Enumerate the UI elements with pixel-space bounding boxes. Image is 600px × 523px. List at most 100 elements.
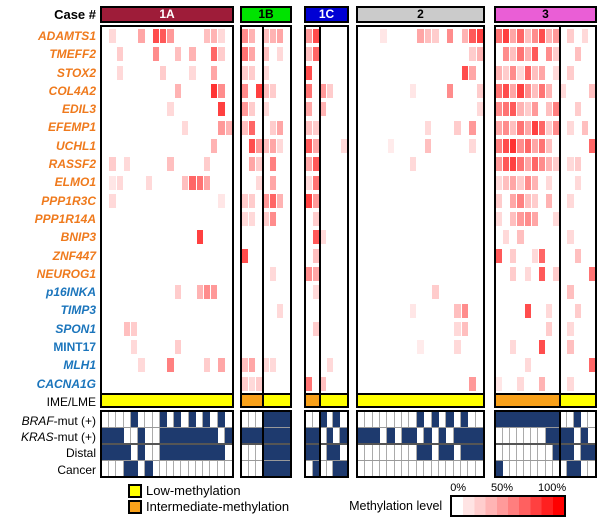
heatmap-cell — [109, 376, 116, 391]
heatmap-cell — [387, 340, 395, 355]
cancer-cell — [195, 460, 204, 476]
heatmap-cell — [469, 321, 476, 336]
heatmap-cell — [249, 175, 255, 190]
heatmap-cell — [242, 212, 248, 227]
heatmap-cell — [123, 175, 131, 190]
heatmap-cell — [225, 321, 232, 336]
heatmap-cell — [446, 65, 454, 80]
heatmap-cell — [567, 212, 574, 227]
heatmap-cell — [365, 230, 372, 245]
heatmap-cell — [395, 47, 402, 62]
heatmap-cell — [189, 376, 196, 391]
heatmap-cell — [284, 65, 290, 80]
heatmap-cell — [211, 138, 218, 153]
heatmap-cell — [145, 267, 152, 281]
heatmap-cell — [446, 175, 454, 190]
kras-cell — [145, 427, 153, 443]
cancer-cell — [475, 460, 483, 476]
heatmap-cell — [327, 29, 333, 44]
distal-cell — [181, 444, 189, 460]
heatmap-cell — [424, 157, 432, 172]
heatmap-cell — [174, 47, 182, 62]
heatmap-cell — [358, 230, 365, 245]
heatmap-cell — [476, 303, 483, 318]
heatmap-cell — [538, 84, 545, 99]
heatmap-cell — [588, 120, 595, 135]
heatmap-cell — [131, 175, 138, 190]
heatmap-cell — [189, 138, 196, 153]
heatmap-cell — [454, 230, 461, 245]
heatmap-cell — [538, 212, 545, 227]
cancer-cell — [372, 460, 381, 476]
heatmap-cell — [306, 303, 312, 318]
heatmap-cell — [387, 248, 395, 263]
heatmap-cell — [263, 267, 269, 281]
distal-cell — [138, 444, 146, 460]
heatmap-cell — [249, 84, 255, 99]
heatmap-cell — [567, 321, 574, 336]
heatmap-cell — [174, 84, 182, 99]
heatmap-cell — [123, 193, 131, 208]
heatmap-cell — [102, 212, 109, 227]
heatmap-cell — [524, 230, 531, 245]
heatmap-cell — [567, 376, 574, 391]
heatmap-cell — [138, 157, 145, 172]
heatmap-cell — [574, 120, 581, 135]
heatmap-cell — [365, 321, 372, 336]
heatmap-cell — [341, 65, 347, 80]
heatmap-cell — [249, 230, 255, 245]
heatmap-cell — [341, 175, 347, 190]
heatmap-cell — [270, 138, 276, 153]
heatmap-cell — [277, 358, 283, 373]
heatmap-cell — [145, 84, 152, 99]
heatmap-cell — [327, 376, 333, 391]
heatmap-cell — [503, 248, 510, 263]
heatmap-cell — [553, 248, 560, 263]
heatmap-cell — [531, 29, 538, 44]
cancer-cell — [394, 460, 403, 476]
heatmap-cell — [365, 175, 372, 190]
heatmap-cell — [476, 376, 483, 391]
braf-cell — [123, 411, 131, 427]
heatmap-cell — [402, 193, 409, 208]
heatmap-cell — [182, 84, 189, 99]
heatmap-cell — [560, 47, 567, 62]
heatmap-cell — [439, 84, 446, 99]
braf-cell — [269, 411, 277, 427]
heatmap-cell — [123, 376, 131, 391]
heatmap-cell — [284, 303, 290, 318]
heatmap-cell — [469, 376, 476, 391]
cancer-cell — [181, 460, 189, 476]
heatmap-cell — [402, 285, 409, 300]
heatmap-cell — [189, 285, 196, 300]
heatmap-cell — [102, 84, 109, 99]
heatmap-cell — [454, 120, 461, 135]
gene-label-NEUROG1: NEUROG1 — [36, 266, 96, 281]
heatmap-cell — [510, 65, 517, 80]
heatmap-cell — [131, 267, 138, 281]
heatmap-cell — [503, 47, 510, 62]
heatmap-cell — [424, 65, 432, 80]
heatmap-cell — [109, 321, 116, 336]
ime-lme-segment-LME — [559, 394, 595, 406]
heatmap-cell — [256, 102, 262, 117]
heatmap-cell — [182, 230, 189, 245]
heatmap-cell — [574, 376, 581, 391]
heatmap-cell — [524, 102, 531, 117]
gene-label-p16INKA: p16INKA — [45, 285, 96, 300]
heatmap-cell — [145, 102, 152, 117]
heatmap-cell — [189, 29, 196, 44]
braf-cell — [496, 411, 504, 427]
heatmap-cell — [581, 193, 588, 208]
heatmap-cell — [167, 267, 174, 281]
heatmap-cell — [503, 212, 510, 227]
cancer-cell — [460, 460, 469, 476]
heatmap-cell — [439, 47, 446, 62]
heatmap-cell — [218, 138, 225, 153]
heatmap-cell — [531, 376, 538, 391]
tick-100: 100% — [538, 481, 567, 494]
heatmap-cell — [160, 138, 167, 153]
heatmap-cell — [196, 102, 203, 117]
heatmap-cell — [461, 29, 469, 44]
heatmap-cell — [263, 29, 269, 44]
